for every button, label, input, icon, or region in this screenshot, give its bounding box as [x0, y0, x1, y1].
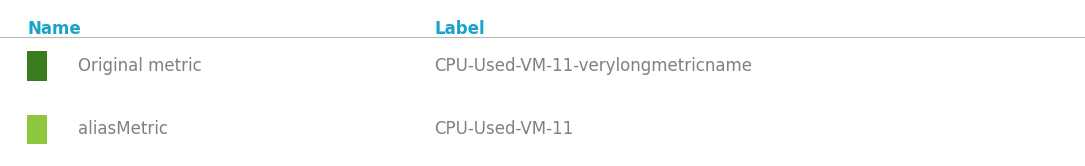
Bar [27, 51, 47, 81]
Text: Name: Name [27, 20, 81, 38]
Text: Label: Label [434, 20, 485, 38]
Text: CPU-Used-VM-11-verylongmetricname: CPU-Used-VM-11-verylongmetricname [434, 57, 752, 75]
Text: aliasMetric: aliasMetric [78, 121, 168, 138]
Text: Original metric: Original metric [78, 57, 202, 75]
Bar [27, 115, 47, 144]
Text: CPU-Used-VM-11: CPU-Used-VM-11 [434, 121, 573, 138]
